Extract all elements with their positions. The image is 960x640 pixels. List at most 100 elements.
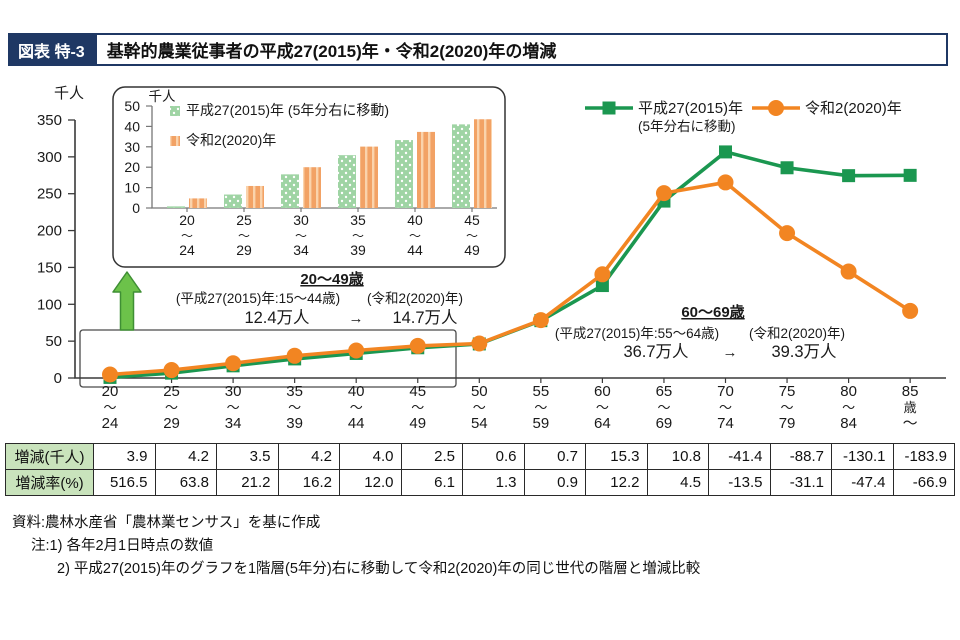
annotation-caption: (令和2(2020)年) — [367, 291, 463, 306]
table-cell: -183.9 — [892, 443, 955, 470]
x-tick-label: 50 — [471, 383, 488, 400]
inset-bar-2015 — [167, 206, 185, 208]
annotation-arrow: → — [723, 344, 738, 361]
inset-y-tick-label: 10 — [124, 180, 140, 196]
annotation-arrow: → — [349, 310, 364, 327]
inset-x-tick-label: 24 — [179, 242, 195, 258]
x-tick-label: 70 — [717, 383, 734, 400]
inset-panel: 01020304050千人20〜2425〜2930〜3435〜3940〜4445… — [112, 86, 506, 268]
table-cell: 1.3 — [462, 469, 525, 496]
table-cell: -31.1 — [769, 469, 832, 496]
x-tick-label: 74 — [717, 415, 734, 432]
table-cell: 12.0 — [339, 469, 402, 496]
series-2020-marker — [163, 362, 180, 379]
y-tick-label: 300 — [37, 149, 62, 166]
x-tick-label: 〜 — [103, 400, 116, 415]
inset-bar-2015 — [338, 155, 356, 208]
x-tick-label: 64 — [594, 415, 611, 432]
inset-x-tick-label: 40 — [407, 212, 423, 228]
series-2020-marker — [225, 355, 242, 372]
x-tick-label: 24 — [102, 415, 119, 432]
legend-2015: 平成27(2015)年 (5年分右に移動) — [585, 100, 743, 134]
inset-x-tick-label: 30 — [293, 212, 309, 228]
inset-bar-2020 — [189, 198, 207, 208]
series-2015-marker — [842, 169, 856, 183]
y-axis-unit: 千人 — [54, 85, 84, 102]
x-tick-label: 35 — [286, 383, 303, 400]
series-2020-marker — [717, 174, 734, 191]
table-cell: 3.9 — [93, 443, 156, 470]
x-tick-label: 25 — [163, 383, 180, 400]
series-2020-marker — [532, 312, 549, 329]
series-2020-marker — [840, 263, 857, 280]
series-2015-marker — [780, 161, 794, 175]
table-cell: 3.5 — [216, 443, 279, 470]
annotation-20-49: 20〜49歳 (平成27(2015)年:15〜44歳) (令和2(2020)年) 12… — [176, 270, 463, 327]
inset-y-axis-unit: 千人 — [149, 89, 176, 104]
chart-shape — [170, 106, 180, 116]
y-tick-label: 0 — [54, 370, 62, 387]
series-2020-marker — [409, 337, 426, 354]
x-tick-label: 75 — [779, 383, 796, 400]
series-2020-marker — [286, 347, 303, 364]
inset-x-tick-label: 〜 — [352, 229, 364, 243]
annotation-value: 14.7万人 — [392, 308, 457, 327]
x-tick-label: 〜 — [350, 400, 363, 415]
table-row-label: 増減率(%) — [5, 469, 94, 496]
legend-note: (5年分右に移動) — [638, 119, 736, 134]
y-tick-label: 150 — [37, 259, 62, 276]
inset-legend-label: 平成27(2015)年 (5年分右に移動) — [186, 102, 389, 118]
annotation-60-69: 60〜69歳 (平成27(2015)年:55〜64歳) (令和2(2020)年) 36… — [555, 303, 845, 361]
x-tick-label: 〜 — [657, 400, 670, 415]
x-tick-label: 69 — [656, 415, 673, 432]
table-cell: 12.2 — [585, 469, 648, 496]
inset-legend-2015: 平成27(2015)年 (5年分右に移動) — [170, 102, 389, 118]
table-cell: 4.2 — [154, 443, 217, 470]
y-tick-label: 200 — [37, 223, 62, 240]
x-tick-label: 〜 — [719, 400, 732, 415]
chart-shape — [170, 136, 180, 146]
inset-x-tick-label: 35 — [350, 212, 366, 228]
inset-x-tick-label: 〜 — [466, 229, 478, 243]
series-2020-marker — [779, 225, 796, 242]
inset-bar-2020 — [303, 167, 321, 208]
inset-legend-2020: 令和2(2020)年 — [170, 132, 276, 148]
x-tick-label: 20 — [102, 383, 119, 400]
inset-x-tick-label: 44 — [407, 242, 423, 258]
x-tick-label: 〜 — [596, 400, 609, 415]
note-1: 注:1) 各年2月1日時点の数値 — [31, 538, 214, 554]
table-cell: -130.1 — [831, 443, 894, 470]
x-tick-label: 60 — [594, 383, 611, 400]
table-cell: 6.1 — [400, 469, 463, 496]
table-cell: 21.2 — [216, 469, 279, 496]
inset-bar-2020 — [474, 119, 492, 208]
legend-label: 令和2(2020)年 — [805, 100, 902, 117]
inset-x-tick-label: 〜 — [238, 229, 250, 243]
x-tick-label: 〜 — [534, 400, 547, 415]
x-tick-label: 〜 — [781, 400, 794, 415]
note-2: 2) 平成27(2015)年のグラフを1階層(5年分)右に移動して令和2(202… — [57, 561, 701, 577]
chart-shape — [602, 101, 616, 115]
inset-x-tick-label: 49 — [464, 242, 480, 258]
inset-x-tick-label: 〜 — [295, 229, 307, 243]
x-tick-label: 49 — [409, 415, 426, 432]
x-tick-label: 歳 — [904, 400, 917, 415]
inset-bar-2020 — [417, 131, 435, 208]
table-cell: -41.4 — [708, 443, 771, 470]
annotation-range: 60〜69歳 — [681, 303, 744, 321]
table-cell: -47.4 — [831, 469, 894, 496]
annotation-range: 20〜49歳 — [300, 270, 363, 288]
inset-bar-2015 — [395, 140, 413, 208]
x-tick-label: 40 — [348, 383, 365, 400]
x-tick-label: 85 — [902, 383, 919, 400]
x-tick-label: 54 — [471, 415, 488, 432]
inset-x-tick-label: 29 — [236, 242, 252, 258]
table-cell: 63.8 — [154, 469, 217, 496]
chart-shape — [768, 100, 784, 116]
figure-label: 図表 特-3 — [8, 33, 95, 66]
series-2015-marker — [903, 168, 917, 182]
inset-y-tick-label: 40 — [124, 118, 140, 134]
annotation-caption: (令和2(2020)年) — [749, 326, 845, 341]
main-chart: 050100150200250300350千人20〜2425〜2930〜3435… — [37, 85, 946, 432]
inset-y-tick-label: 30 — [124, 139, 140, 155]
